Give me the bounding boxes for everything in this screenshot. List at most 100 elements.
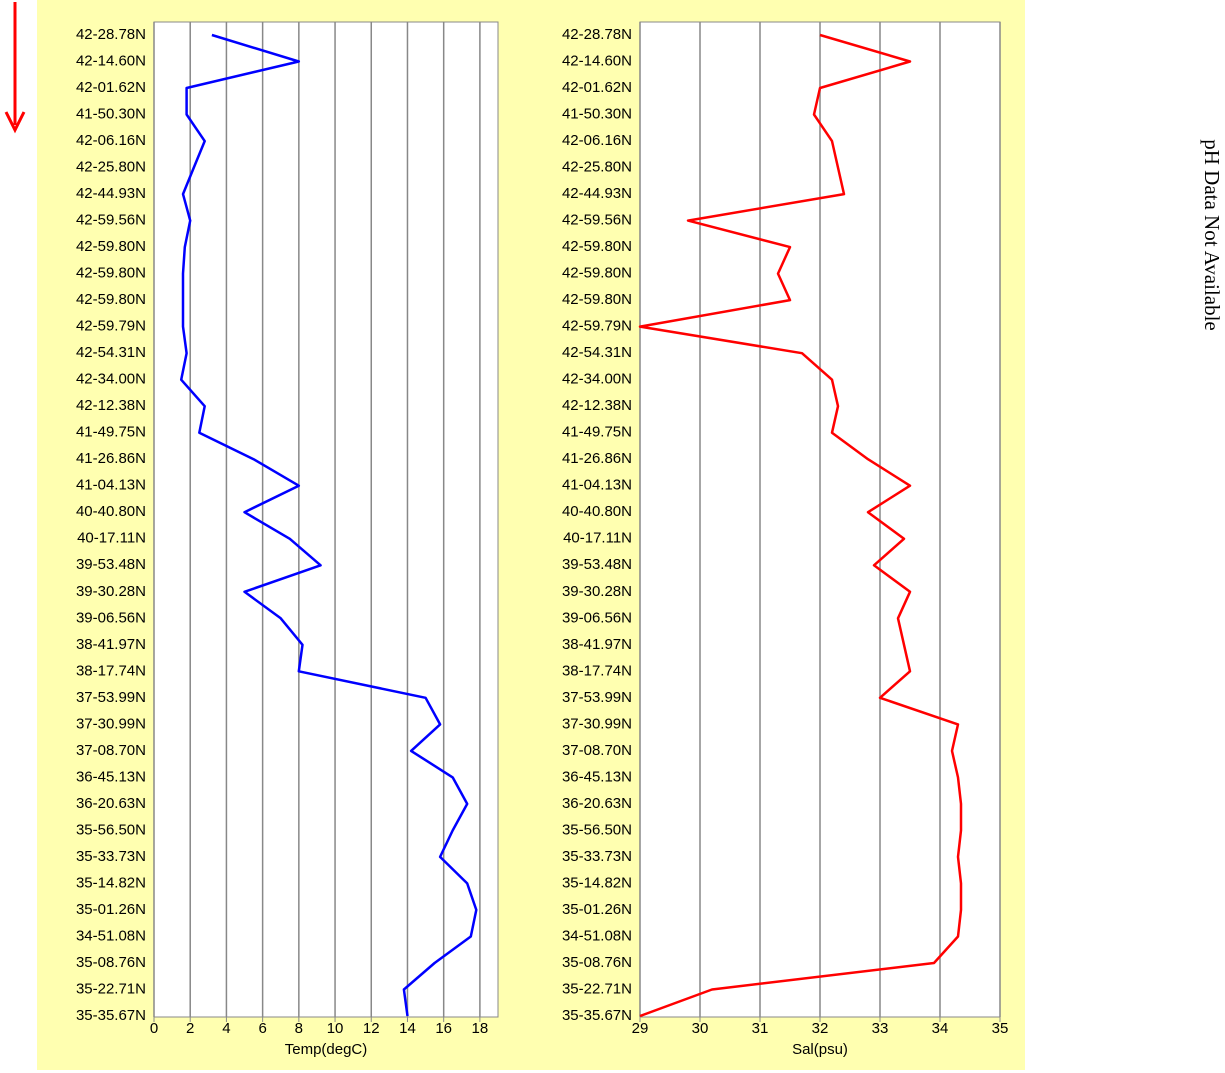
y-tick-label: 35-22.71N bbox=[76, 980, 146, 997]
data-line bbox=[638, 33, 963, 1018]
y-tick-label: 42-28.78N bbox=[76, 26, 146, 43]
y-tick-label: 35-08.76N bbox=[562, 954, 632, 971]
x-tick-label: 2 bbox=[186, 1020, 194, 1037]
y-tick-label: 38-17.74N bbox=[562, 662, 632, 679]
y-tick-label: 35-35.67N bbox=[562, 1007, 632, 1024]
x-tick-label: 16 bbox=[435, 1020, 452, 1037]
plot-area bbox=[153, 21, 499, 1018]
x-tick-label: 35 bbox=[992, 1020, 1009, 1037]
y-tick-label: 42-12.38N bbox=[562, 397, 632, 414]
y-tick-label: 42-59.80N bbox=[562, 291, 632, 308]
y-tick-label: 42-25.80N bbox=[562, 159, 632, 176]
y-tick-label: 42-54.31N bbox=[76, 344, 146, 361]
y-tick-label: 38-41.97N bbox=[562, 636, 632, 653]
y-tick-label: 42-25.80N bbox=[76, 159, 146, 176]
x-tick-label: 31 bbox=[752, 1020, 769, 1037]
y-tick-label: 35-56.50N bbox=[76, 821, 146, 838]
y-tick-label: 38-41.97N bbox=[76, 636, 146, 653]
y-tick-label: 36-45.13N bbox=[562, 768, 632, 785]
data-line bbox=[179, 33, 478, 1017]
y-tick-label: 37-30.99N bbox=[76, 715, 146, 732]
x-tick-label: 6 bbox=[258, 1020, 266, 1037]
y-tick-label: 40-17.11N bbox=[563, 530, 632, 547]
y-tick-label: 39-06.56N bbox=[76, 609, 146, 626]
y-tick-label: 35-08.76N bbox=[76, 954, 146, 971]
y-tick-label: 42-59.56N bbox=[76, 212, 146, 229]
y-tick-label: 42-06.16N bbox=[562, 132, 632, 149]
y-tick-label: 42-59.80N bbox=[76, 238, 146, 255]
x-tick-label: 0 bbox=[150, 1020, 158, 1037]
y-tick-label: 35-22.71N bbox=[562, 980, 632, 997]
x-tick-label: 32 bbox=[812, 1020, 829, 1037]
y-tick-label: 41-26.86N bbox=[76, 450, 146, 467]
y-tick-label: 39-30.28N bbox=[562, 583, 632, 600]
y-tick-label: 40-40.80N bbox=[562, 503, 632, 520]
y-tick-label: 37-08.70N bbox=[76, 742, 146, 759]
x-tick-label: 30 bbox=[692, 1020, 709, 1037]
y-tick-label: 42-14.60N bbox=[76, 52, 146, 69]
y-tick-label: 35-01.26N bbox=[562, 901, 632, 918]
y-tick-label: 42-44.93N bbox=[76, 185, 146, 202]
y-tick-label: 42-06.16N bbox=[76, 132, 146, 149]
y-tick-label: 36-45.13N bbox=[76, 768, 146, 785]
y-tick-label: 35-14.82N bbox=[76, 874, 146, 891]
y-tick-label: 35-56.50N bbox=[562, 821, 632, 838]
y-tick-label: 41-50.30N bbox=[76, 106, 146, 123]
y-tick-label: 42-14.60N bbox=[562, 52, 632, 69]
y-tick-label: 42-59.80N bbox=[76, 265, 146, 282]
y-tick-label: 35-35.67N bbox=[76, 1007, 146, 1024]
y-tick-label: 42-34.00N bbox=[76, 371, 146, 388]
y-tick-label: 42-01.62N bbox=[76, 79, 146, 96]
note: pH Data Not Available bbox=[1200, 139, 1224, 330]
y-tick-label: 39-06.56N bbox=[562, 609, 632, 626]
y-tick-label: 41-50.30N bbox=[562, 106, 632, 123]
y-tick-label: 34-51.08N bbox=[562, 927, 632, 944]
y-tick-label: 42-59.79N bbox=[76, 318, 146, 335]
arrow-head bbox=[4, 111, 26, 134]
y-tick-label: 42-12.38N bbox=[76, 397, 146, 414]
y-tick-label: 42-59.80N bbox=[562, 265, 632, 282]
y-tick-label: 35-01.26N bbox=[76, 901, 146, 918]
x-tick-label: 12 bbox=[363, 1020, 380, 1037]
y-tick-label: 36-20.63N bbox=[562, 795, 632, 812]
y-tick-label: 40-40.80N bbox=[76, 503, 146, 520]
y-tick-label: 42-54.31N bbox=[562, 344, 632, 361]
y-tick-label: 37-30.99N bbox=[562, 715, 632, 732]
x-tick-label: 18 bbox=[472, 1020, 489, 1037]
x-tick-label: 14 bbox=[399, 1020, 416, 1037]
y-tick-label: 42-01.62N bbox=[562, 79, 632, 96]
y-tick-label: 39-53.48N bbox=[562, 556, 632, 573]
x-axis-label: Temp(degC) bbox=[285, 1041, 368, 1058]
x-tick-label: 29 bbox=[632, 1020, 649, 1037]
y-tick-label: 37-08.70N bbox=[562, 742, 632, 759]
x-tick-label: 10 bbox=[327, 1020, 344, 1037]
y-tick-label: 41-49.75N bbox=[76, 424, 146, 441]
y-tick-label: 35-14.82N bbox=[562, 874, 632, 891]
y-tick-label: 41-04.13N bbox=[76, 477, 146, 494]
y-tick-label: 35-33.73N bbox=[562, 848, 632, 865]
y-tick-label: 39-30.28N bbox=[76, 583, 146, 600]
y-tick-label: 37-53.99N bbox=[76, 689, 146, 706]
y-tick-label: 42-59.79N bbox=[562, 318, 632, 335]
y-tick-label: 42-59.80N bbox=[76, 291, 146, 308]
y-tick-label: 42-28.78N bbox=[562, 26, 632, 43]
y-tick-label: 42-34.00N bbox=[562, 371, 632, 388]
y-tick-label: 39-53.48N bbox=[76, 556, 146, 573]
y-tick-label: 36-20.63N bbox=[76, 795, 146, 812]
x-axis-label: Sal(psu) bbox=[792, 1041, 848, 1058]
y-tick-label: 41-04.13N bbox=[562, 477, 632, 494]
y-tick-label: 34-51.08N bbox=[76, 927, 146, 944]
y-tick-label: 42-44.93N bbox=[562, 185, 632, 202]
y-tick-label: 35-33.73N bbox=[76, 848, 146, 865]
x-tick-label: 4 bbox=[222, 1020, 230, 1037]
y-tick-label: 42-59.56N bbox=[562, 212, 632, 229]
y-tick-label: 40-17.11N bbox=[77, 530, 146, 547]
y-tick-label: 41-49.75N bbox=[562, 424, 632, 441]
y-tick-label: 42-59.80N bbox=[562, 238, 632, 255]
y-tick-label: 41-26.86N bbox=[562, 450, 632, 467]
x-tick-label: 8 bbox=[295, 1020, 303, 1037]
x-tick-label: 34 bbox=[932, 1020, 949, 1037]
x-tick-label: 33 bbox=[872, 1020, 889, 1037]
y-tick-label: 37-53.99N bbox=[562, 689, 632, 706]
